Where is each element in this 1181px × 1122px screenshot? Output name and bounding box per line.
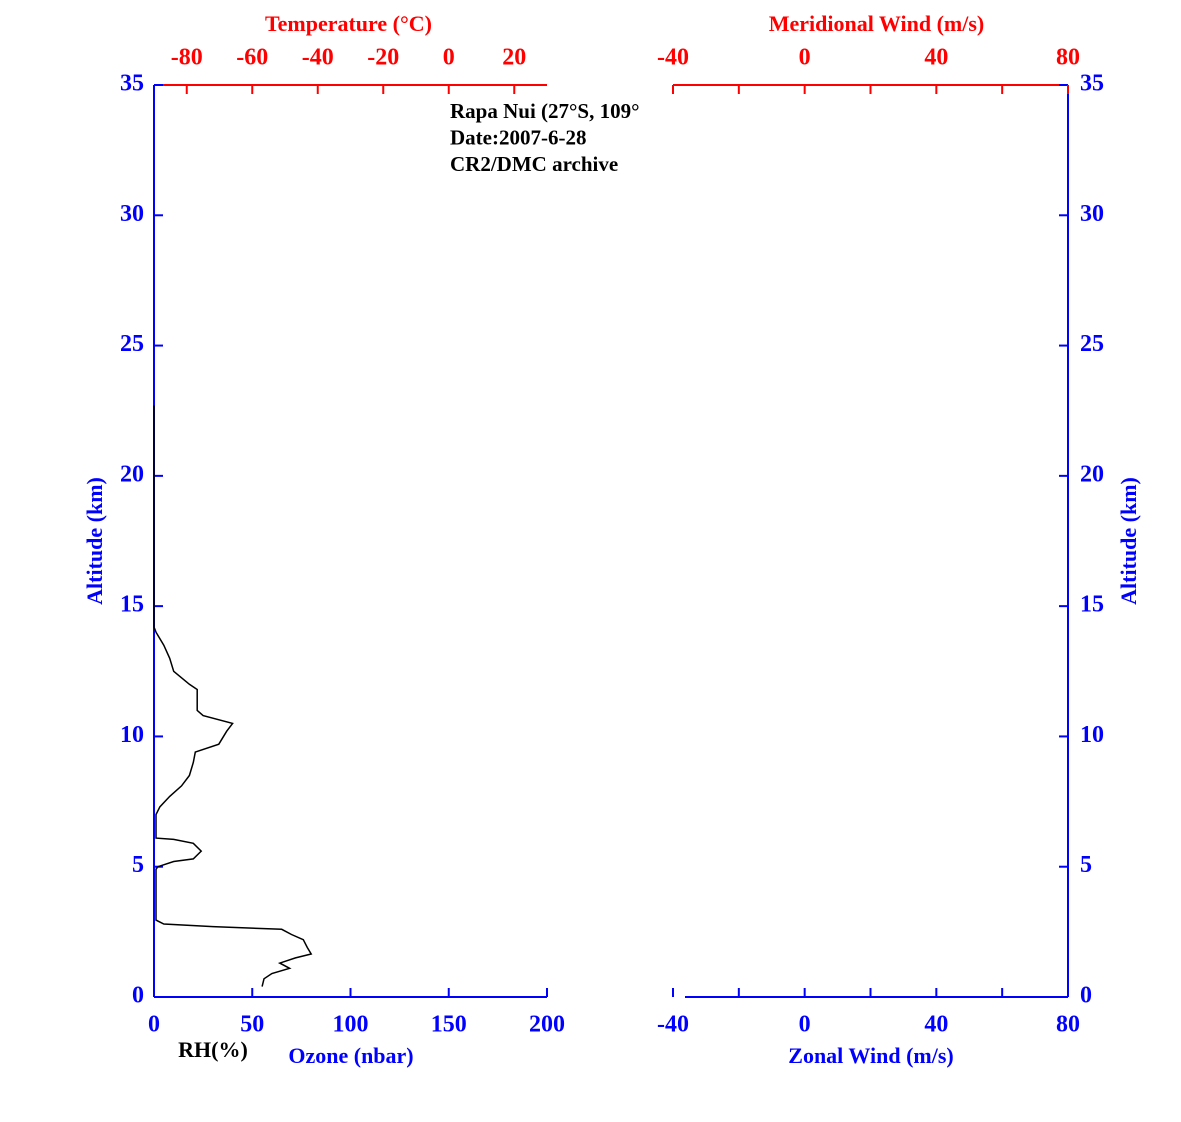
x-axis-label: Zonal Wind (m/s): [788, 1043, 953, 1068]
x-axis-label: Ozone (nbar): [288, 1043, 413, 1068]
y-tick-label: 30: [1080, 201, 1104, 227]
x-tick-label: -40: [657, 1012, 689, 1038]
x2-tick-label: 0: [443, 45, 455, 71]
x2-tick-label: -40: [302, 45, 334, 71]
x2-tick-label: -40: [657, 45, 689, 71]
y-tick-label: 15: [120, 592, 144, 618]
x-tick-label: 0: [799, 1012, 811, 1038]
y-axis-label: Altitude (km): [1116, 477, 1141, 605]
x2-tick-label: 40: [924, 45, 948, 71]
x-tick-label: 50: [240, 1012, 264, 1038]
y-tick-label: 35: [120, 71, 144, 97]
x-tick-label: 100: [333, 1012, 369, 1038]
x2-tick-label: 20: [502, 45, 526, 71]
x2-axis-label: Meridional Wind (m/s): [769, 11, 985, 36]
y-tick-label: 35: [1080, 71, 1104, 97]
x2-axis-label: Temperature (°C): [265, 11, 432, 36]
series-label: RH(%): [178, 1037, 248, 1062]
y-tick-label: 25: [120, 331, 144, 357]
y-axis-label: Altitude (km): [82, 477, 107, 605]
profile-line: [153, 405, 313, 987]
y-tick-label: 0: [132, 983, 144, 1009]
annotation: Date:2007-6-28: [450, 125, 586, 149]
x-tick-label: 150: [431, 1012, 467, 1038]
y-tick-label: 20: [1080, 461, 1104, 487]
y-tick-label: 0: [1080, 983, 1092, 1009]
y-tick-label: 25: [1080, 331, 1104, 357]
annotation: CR2/DMC archive: [450, 152, 618, 176]
y-tick-label: 5: [132, 852, 144, 878]
y-tick-label: 30: [120, 201, 144, 227]
y-tick-label: 5: [1080, 852, 1092, 878]
annotation: Rapa Nui (27°S, 109°: [450, 99, 640, 123]
x-tick-label: 0: [148, 1012, 160, 1038]
y-tick-label: 20: [120, 461, 144, 487]
x2-tick-label: 0: [799, 45, 811, 71]
x2-tick-label: -20: [367, 45, 399, 71]
x-tick-label: 80: [1056, 1012, 1080, 1038]
x2-tick-label: -60: [236, 45, 268, 71]
x2-tick-label: 80: [1056, 45, 1080, 71]
y-tick-label: 10: [120, 722, 144, 748]
y-tick-label: 10: [1080, 722, 1104, 748]
x2-tick-label: -80: [171, 45, 203, 71]
x-tick-label: 40: [924, 1012, 948, 1038]
x-tick-label: 200: [529, 1012, 565, 1038]
y-tick-label: 15: [1080, 592, 1104, 618]
